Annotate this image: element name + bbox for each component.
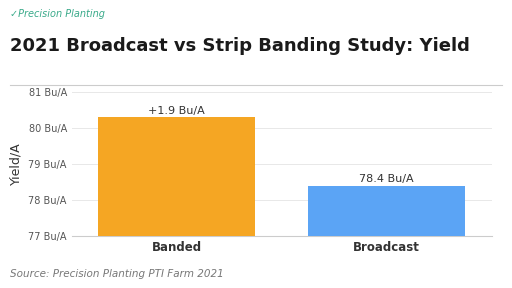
Text: 2021 Broadcast vs Strip Banding Study: Yield: 2021 Broadcast vs Strip Banding Study: Y…	[10, 37, 470, 55]
Bar	[98, 118, 255, 236]
Y-axis label: Yield/A: Yield/A	[10, 143, 23, 185]
Text: 78.4 Bu/A: 78.4 Bu/A	[359, 174, 414, 184]
Text: +1.9 Bu/A: +1.9 Bu/A	[148, 106, 205, 116]
Bar	[308, 186, 465, 236]
Text: ✓Precision Planting: ✓Precision Planting	[10, 9, 105, 19]
Text: Source: Precision Planting PTI Farm 2021: Source: Precision Planting PTI Farm 2021	[10, 269, 224, 279]
